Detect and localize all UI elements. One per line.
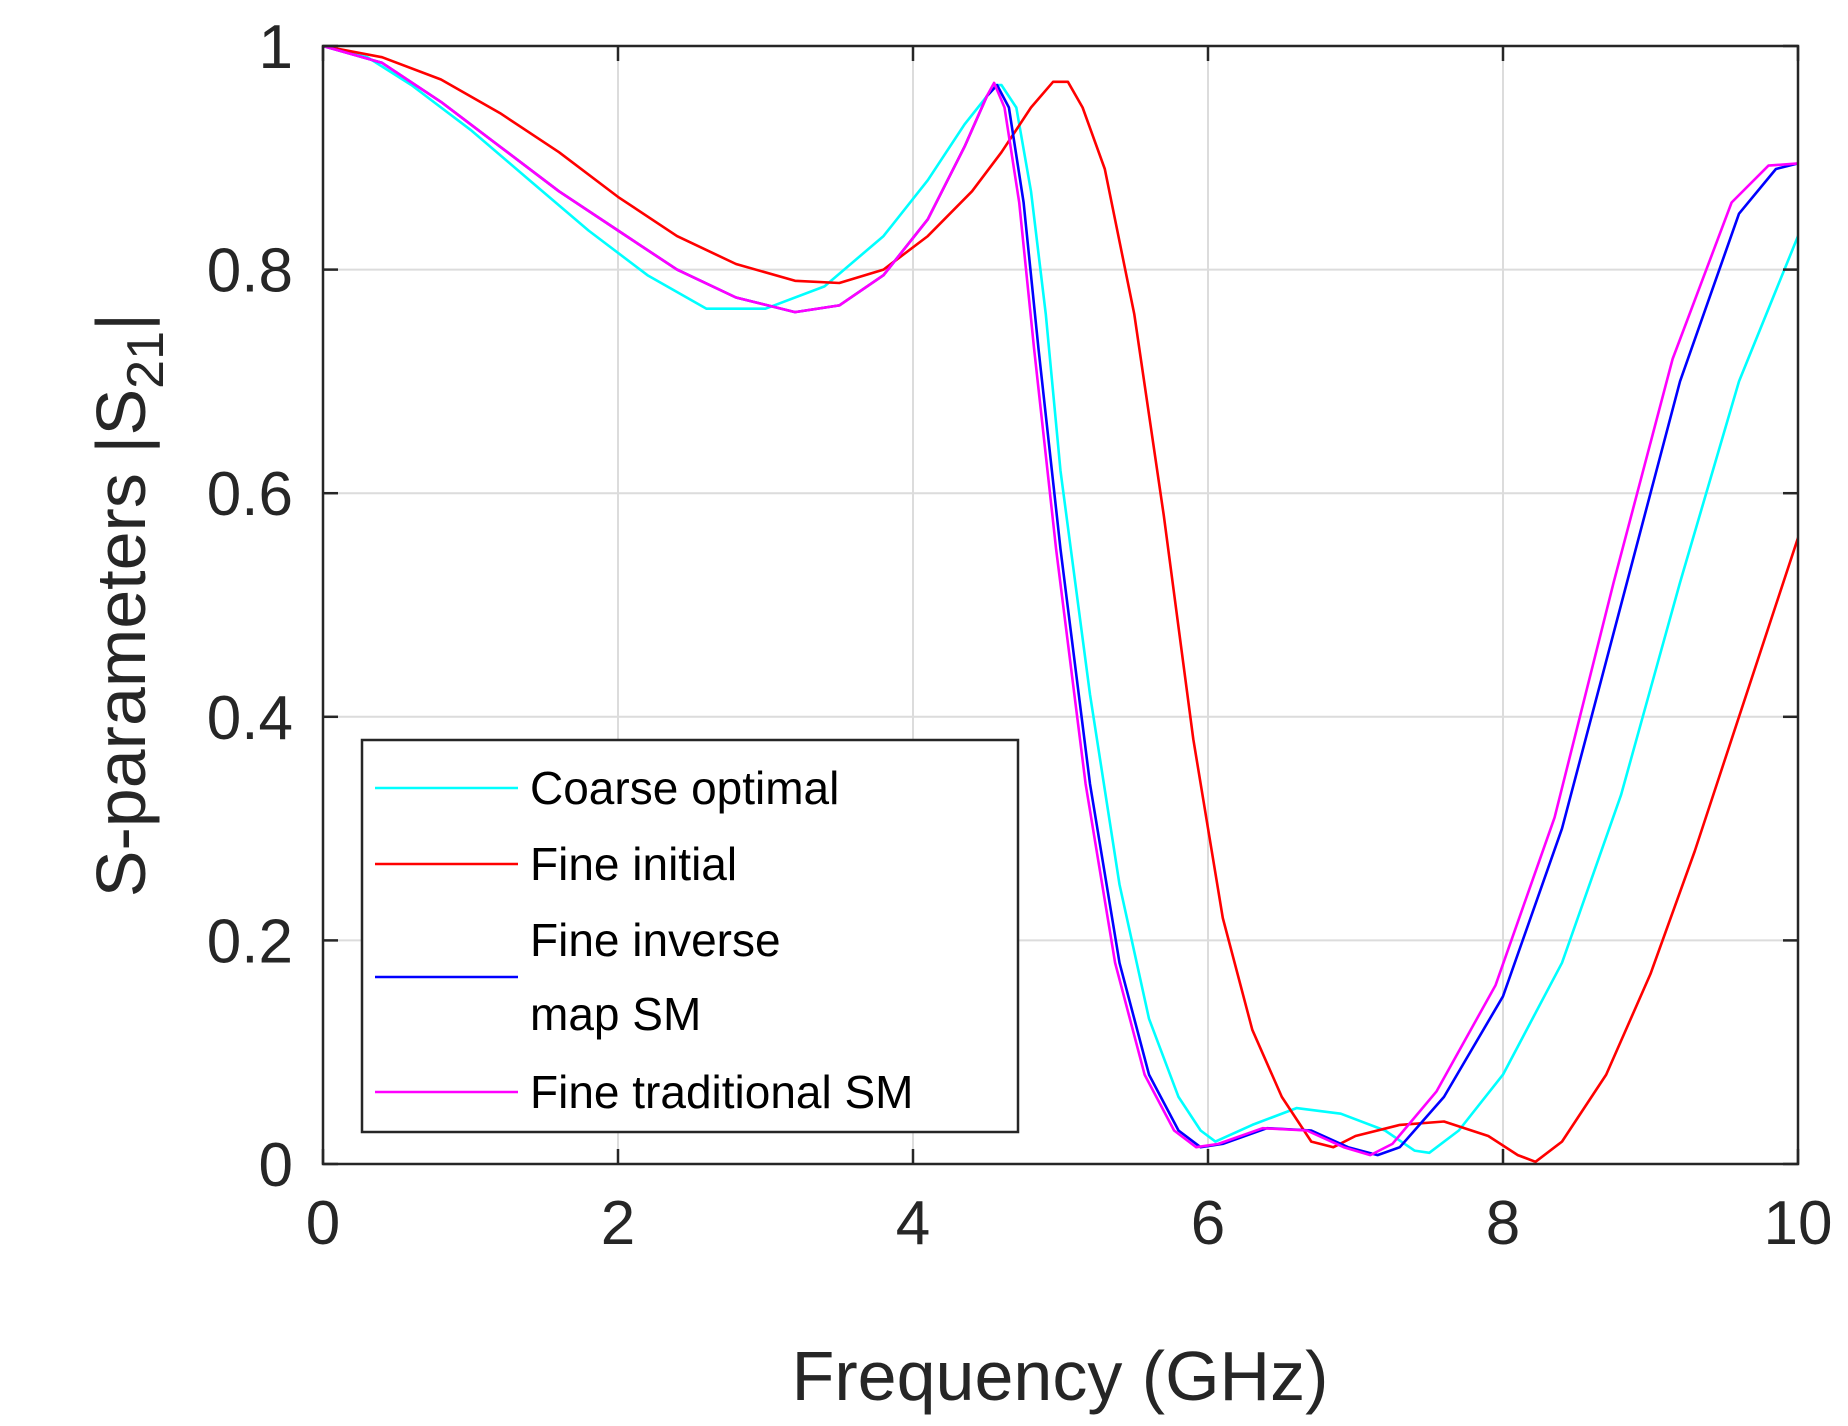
y-tick-label: 0.2 (207, 907, 293, 976)
legend-label: map SM (530, 988, 701, 1040)
legend-label: Fine initial (530, 838, 737, 890)
y-tick-label: 0.8 (207, 237, 293, 306)
series-line-fine-traditional-sm (323, 46, 1798, 1157)
y-tick-label: 0 (259, 1131, 293, 1200)
x-tick-label: 2 (601, 1189, 635, 1258)
x-axis-title: Frequency (GHz) (792, 1337, 1329, 1415)
y-axis-title-subscript: 21 (117, 331, 175, 389)
x-tick-label: 8 (1486, 1189, 1520, 1258)
series-lines (323, 46, 1798, 1164)
axis-ticks (321, 44, 1800, 1166)
y-axis-title: S-parameters |S21| (82, 313, 175, 897)
series-line-coarse-optimal (323, 46, 1798, 1155)
x-tick-label: 10 (1764, 1189, 1833, 1258)
x-tick-label: 6 (1191, 1189, 1225, 1258)
y-axis-title-group: S-parameters |S21| (82, 313, 175, 897)
series-line-fine-initial (323, 46, 1798, 1164)
tick-labels: 0 2 4 6 8 10 0 0.2 0.4 0.6 0.8 1 (207, 13, 1833, 1258)
x-tick-label: 4 (896, 1189, 930, 1258)
plot-border (321, 44, 1800, 1166)
y-tick-label: 1 (259, 13, 293, 82)
y-tick-label: 0.4 (207, 684, 293, 753)
legend: Coarse optimal Fine initial Fine inverse ma… (360, 738, 1020, 1134)
legend-label: Coarse optimal (530, 762, 839, 814)
y-tick-label: 0.6 (207, 460, 293, 529)
x-tick-label: 0 (306, 1189, 340, 1258)
y-axis-title-suffix: | (82, 313, 160, 331)
legend-box (360, 738, 1020, 1134)
legend-label: Fine traditional SM (530, 1066, 914, 1118)
y-axis-title-prefix: S-parameters |S (82, 389, 160, 897)
legend-label: Fine inverse (530, 914, 781, 966)
